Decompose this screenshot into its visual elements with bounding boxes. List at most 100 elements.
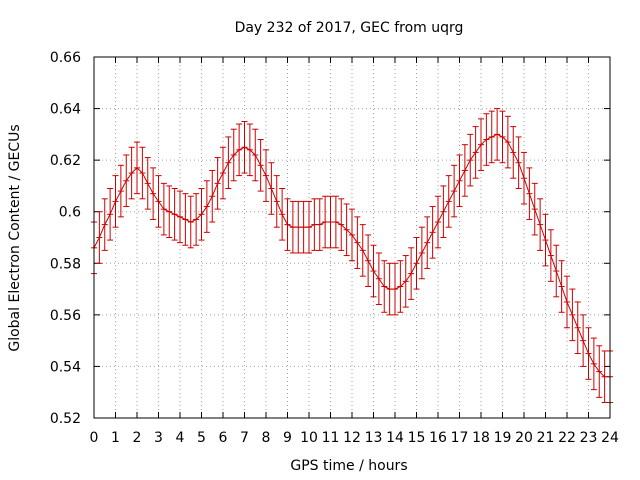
error-bar xyxy=(504,115,511,169)
y-tick-label: 0.54 xyxy=(50,359,81,375)
error-bar xyxy=(107,188,114,241)
error-bar xyxy=(515,136,522,190)
x-axis-label: GPS time / hours xyxy=(290,458,407,474)
error-bar xyxy=(166,185,173,238)
error-bar xyxy=(257,139,264,192)
x-tick-label: 22 xyxy=(558,430,576,446)
error-bar xyxy=(177,190,183,244)
error-bar xyxy=(338,198,345,251)
error-bar xyxy=(467,133,474,187)
y-tick-label: 0.52 xyxy=(50,411,81,427)
x-tick-label: 12 xyxy=(343,430,361,446)
error-bar xyxy=(574,301,581,355)
error-bar xyxy=(241,120,248,174)
error-bar xyxy=(365,234,372,287)
x-tick-label: 9 xyxy=(283,430,292,446)
error-bar xyxy=(483,113,490,166)
x-tick-label: 1 xyxy=(111,430,120,446)
error-bar xyxy=(429,206,436,259)
x-tick-label: 24 xyxy=(601,430,619,446)
error-bar xyxy=(601,350,608,404)
error-bar xyxy=(252,128,259,182)
error-bar xyxy=(332,195,339,249)
error-bar xyxy=(461,144,468,197)
error-bar xyxy=(456,154,463,208)
error-bar xyxy=(214,157,221,210)
x-tick-label: 20 xyxy=(515,430,533,446)
x-tick-label: 11 xyxy=(322,430,340,446)
error-bar xyxy=(246,123,253,177)
error-bar xyxy=(537,198,544,251)
error-bar xyxy=(311,198,318,251)
x-tick-label: 23 xyxy=(580,430,598,446)
error-bar xyxy=(381,260,388,313)
error-bar xyxy=(596,345,603,398)
error-bar xyxy=(230,128,237,182)
error-bar xyxy=(451,164,458,218)
x-tick-label: 17 xyxy=(451,430,469,446)
tick-labels: 0 1 2 3 4 5 6 7 8 9 10 11 12 13 14 15 16 17 18 19 20 21 22 23 24… xyxy=(50,50,619,446)
y-tick-label: 0.62 xyxy=(50,153,81,169)
x-tick-label: 14 xyxy=(386,430,404,446)
error-bar xyxy=(553,244,560,298)
error-bar xyxy=(134,141,140,195)
error-bar xyxy=(187,195,194,249)
error-bar xyxy=(155,175,162,228)
y-tick-label: 0.64 xyxy=(50,102,81,118)
error-bar xyxy=(289,200,296,254)
y-axis-label: Global Electron Content / GECUs xyxy=(7,124,23,351)
error-bar xyxy=(263,149,269,202)
chart-title: Day 232 of 2017, GEC from uqrg xyxy=(235,20,464,36)
error-bar xyxy=(327,195,334,249)
error-bar xyxy=(295,200,302,254)
error-bar xyxy=(225,136,232,190)
error-bar xyxy=(123,154,130,208)
error-bar xyxy=(359,224,366,277)
error-bar xyxy=(182,193,189,246)
error-bar xyxy=(375,252,382,306)
error-bar xyxy=(392,262,398,316)
error-bar xyxy=(370,244,377,298)
data-series xyxy=(91,108,613,404)
error-bar xyxy=(547,229,554,282)
error-bar xyxy=(526,167,533,220)
error-bar xyxy=(101,198,108,251)
error-bar xyxy=(193,193,200,246)
error-bar xyxy=(128,146,135,200)
error-bar xyxy=(413,237,420,290)
error-bar xyxy=(445,175,452,228)
error-bar xyxy=(494,108,501,161)
plot-frame xyxy=(93,56,611,419)
y-tick-label: 0.58 xyxy=(50,256,81,272)
error-bar xyxy=(564,275,570,329)
error-bar xyxy=(284,198,291,251)
error-bar xyxy=(343,203,350,257)
error-bar xyxy=(171,188,178,241)
error-bar xyxy=(150,167,157,220)
error-bar xyxy=(424,216,431,269)
error-bar xyxy=(558,260,565,313)
error-bar xyxy=(209,169,216,223)
x-tick-label: 13 xyxy=(365,430,383,446)
error-bar xyxy=(117,164,124,218)
error-bar xyxy=(488,110,495,164)
x-tick-label: 7 xyxy=(240,430,249,446)
error-bar xyxy=(531,182,538,236)
error-bar xyxy=(268,162,275,215)
error-bar xyxy=(198,188,205,241)
x-tick-label: 16 xyxy=(429,430,447,446)
error-bar xyxy=(306,200,312,254)
error-bar xyxy=(585,327,592,380)
error-bar xyxy=(236,123,243,177)
error-bar xyxy=(349,208,355,262)
error-bar xyxy=(300,200,307,254)
error-bar xyxy=(472,126,479,179)
y-tick-label: 0.66 xyxy=(50,50,81,66)
x-tick-label: 8 xyxy=(262,430,271,446)
y-tick-label: 0.6 xyxy=(59,205,81,221)
error-bar xyxy=(569,288,576,342)
error-bar xyxy=(435,195,441,249)
error-bar xyxy=(521,151,527,205)
x-tick-label: 2 xyxy=(133,430,142,446)
